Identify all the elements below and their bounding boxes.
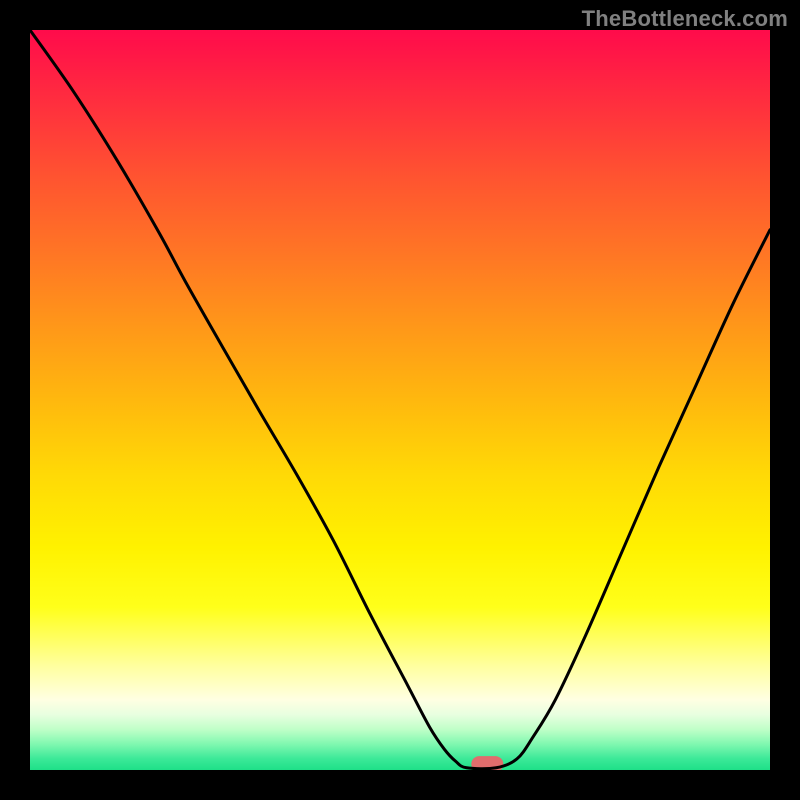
chart-frame: TheBottleneck.com	[0, 0, 800, 800]
watermark-text: TheBottleneck.com	[582, 6, 788, 32]
chart-svg	[30, 30, 770, 770]
gradient-background	[30, 30, 770, 770]
plot-area	[30, 30, 770, 770]
